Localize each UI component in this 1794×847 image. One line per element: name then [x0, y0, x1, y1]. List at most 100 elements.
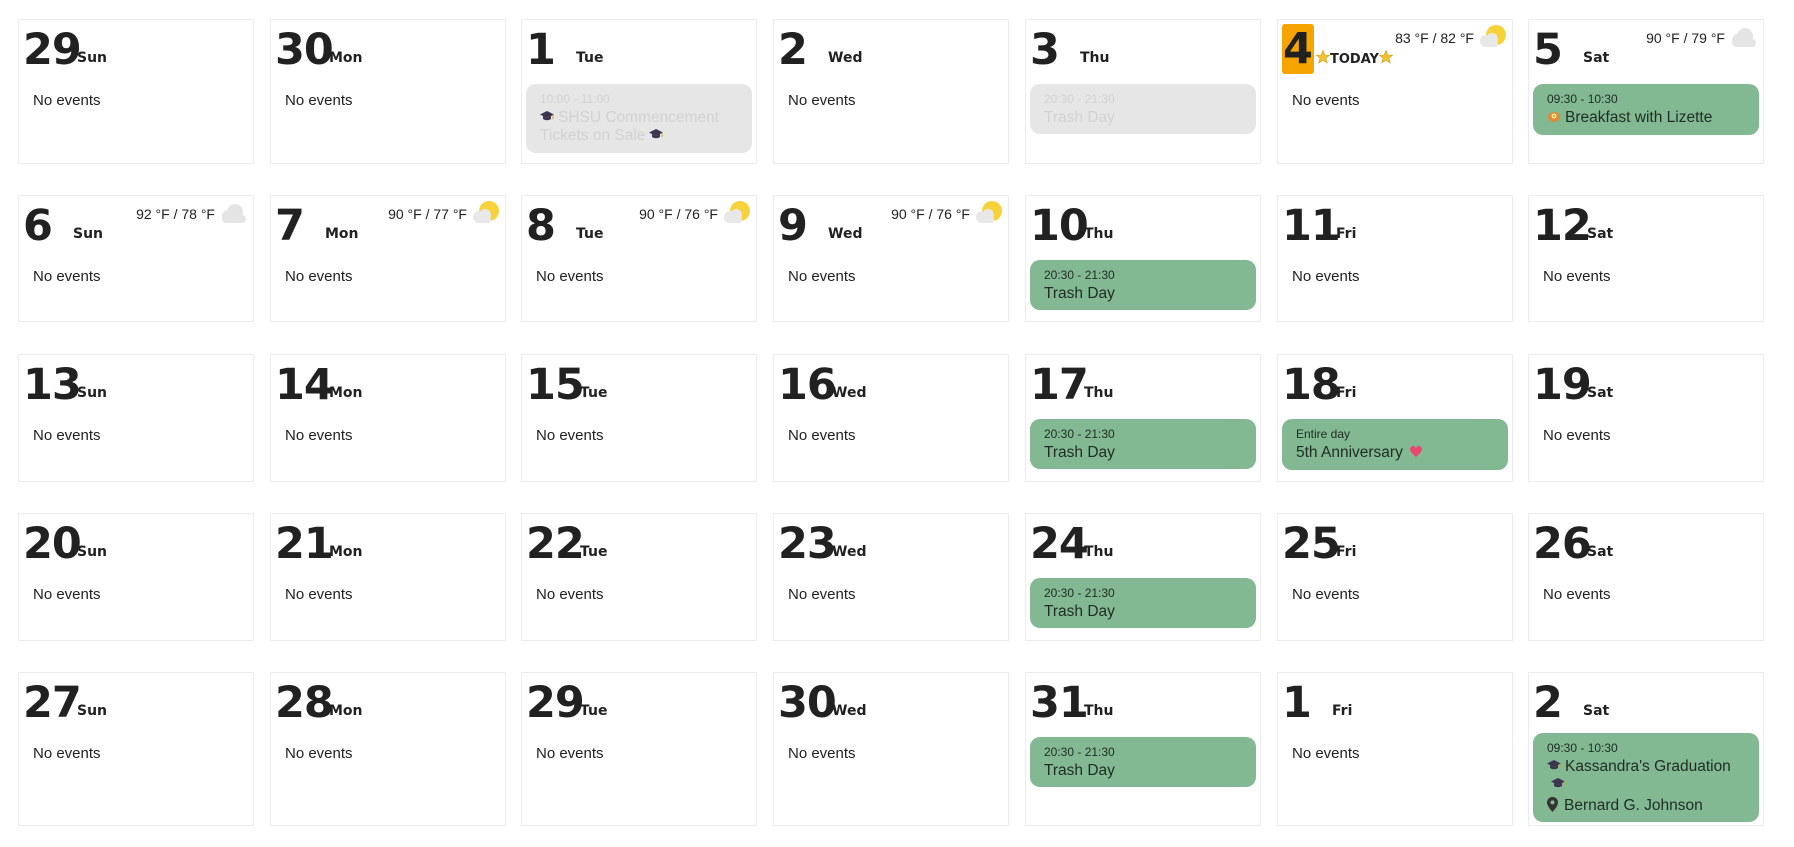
day-number: 25	[1282, 519, 1341, 569]
cloud-icon	[217, 200, 249, 228]
no-events-text: No events	[285, 427, 353, 444]
day-cell[interactable]: 3 Thu 20:30 - 21:30 Trash Day	[1025, 19, 1261, 164]
event-title: Trash Day	[1044, 762, 1242, 779]
no-events-text: No events	[536, 745, 604, 762]
event-title-text: 5th Anniversary	[1296, 444, 1403, 461]
day-cell[interactable]: 5 Sat 90 °F / 79 °F 09:30 - 10:30 Breakfast …	[1528, 19, 1764, 164]
day-cell[interactable]: 6 Sun 92 °F / 78 °F No events	[18, 195, 254, 322]
day-name: Tue	[576, 226, 604, 242]
day-cell[interactable]: 4 TODAY 83 °F / 82 °F No events	[1277, 19, 1513, 164]
day-cell[interactable]: 11 Fri No events	[1277, 195, 1513, 322]
day-cell[interactable]: 30 Mon No events	[270, 19, 506, 164]
event-time: 20:30 - 21:30	[1044, 745, 1115, 759]
day-cell[interactable]: 13 Sun No events	[18, 354, 254, 482]
day-cell[interactable]: 1 Fri No events	[1277, 672, 1513, 826]
day-cell[interactable]: 10 Thu 20:30 - 21:30 Trash Day	[1025, 195, 1261, 322]
event-card[interactable]: 20:30 - 21:30 Trash Day	[1030, 84, 1256, 134]
day-name: Sat	[1583, 50, 1610, 66]
day-cell[interactable]: 9 Wed 90 °F / 76 °F No events	[773, 195, 1009, 322]
day-cell[interactable]: 16 Wed No events	[773, 354, 1009, 482]
day-cell[interactable]: 30 Wed No events	[773, 672, 1009, 826]
day-cell[interactable]: 7 Mon 90 °F / 77 °F No events	[270, 195, 506, 322]
day-cell[interactable]: 12 Sat No events	[1528, 195, 1764, 322]
event-card[interactable]: Entire day 5th Anniversary	[1282, 419, 1508, 470]
day-number: 18	[1282, 360, 1341, 410]
event-title-text: Trash Day	[1044, 109, 1115, 126]
day-name: Mon	[329, 544, 363, 560]
no-events-text: No events	[788, 427, 856, 444]
event-title-text: SHSU Commencement Tickets on Sale	[540, 109, 720, 144]
day-name: Fri	[1336, 544, 1357, 560]
day-number: 9	[778, 201, 808, 251]
event-title: Trash Day	[1044, 285, 1242, 302]
day-cell[interactable]: 25 Fri No events	[1277, 513, 1513, 641]
no-events-text: No events	[788, 586, 856, 603]
day-cell[interactable]: 18 Fri Entire day 5th Anniversary	[1277, 354, 1513, 482]
day-number: 21	[275, 519, 334, 569]
star-icon	[1315, 49, 1331, 68]
day-name: Sat	[1587, 385, 1614, 401]
day-cell[interactable]: 20 Sun No events	[18, 513, 254, 641]
day-number: 16	[778, 360, 837, 410]
today-label: TODAY	[1315, 49, 1394, 68]
day-cell[interactable]: 23 Wed No events	[773, 513, 1009, 641]
no-events-text: No events	[33, 92, 101, 109]
day-cell[interactable]: 29 Tue No events	[521, 672, 757, 826]
day-cell[interactable]: 8 Tue 90 °F / 76 °F No events	[521, 195, 757, 322]
day-cell[interactable]: 28 Mon No events	[270, 672, 506, 826]
day-number: 2	[1533, 678, 1563, 728]
day-name: Sun	[77, 50, 108, 66]
day-cell[interactable]: 2 Sat 09:30 - 10:30 Kassandra's Graduation B…	[1528, 672, 1764, 826]
partly-sunny-icon	[1476, 24, 1508, 52]
day-name: Sun	[77, 385, 108, 401]
event-card[interactable]: 20:30 - 21:30 Trash Day	[1030, 737, 1256, 787]
day-number: 29	[23, 25, 82, 75]
day-number: 8	[526, 201, 556, 251]
no-events-text: No events	[33, 268, 101, 285]
day-name: Fri	[1336, 385, 1357, 401]
day-cell[interactable]: 17 Thu 20:30 - 21:30 Trash Day	[1025, 354, 1261, 482]
day-name: Wed	[828, 226, 863, 242]
day-cell[interactable]: 2 Wed No events	[773, 19, 1009, 164]
day-cell[interactable]: 29 Sun No events	[18, 19, 254, 164]
day-number: 11	[1282, 201, 1341, 251]
weather-temps: 90 °F / 77 °F	[388, 206, 467, 222]
event-time: 20:30 - 21:30	[1044, 586, 1115, 600]
event-title-text: Kassandra's Graduation	[1565, 758, 1731, 775]
day-name: Thu	[1084, 703, 1114, 719]
event-title: 5th Anniversary	[1296, 444, 1494, 462]
day-cell[interactable]: 1 Tue 10:00 - 11:00 SHSU Commencement Ticke…	[521, 19, 757, 164]
day-number: 19	[1533, 360, 1592, 410]
event-title: Trash Day	[1044, 444, 1242, 461]
no-events-text: No events	[536, 427, 604, 444]
day-cell[interactable]: 22 Tue No events	[521, 513, 757, 641]
event-card[interactable]: 20:30 - 21:30 Trash Day	[1030, 260, 1256, 310]
day-cell[interactable]: 19 Sat No events	[1528, 354, 1764, 482]
no-events-text: No events	[285, 268, 353, 285]
no-events-text: No events	[788, 268, 856, 285]
day-cell[interactable]: 21 Mon No events	[270, 513, 506, 641]
day-name: Sat	[1587, 544, 1614, 560]
day-name: Tue	[580, 703, 608, 719]
event-card[interactable]: 09:30 - 10:30 Kassandra's Graduation Berna…	[1533, 733, 1759, 822]
event-card[interactable]: 20:30 - 21:30 Trash Day	[1030, 419, 1256, 469]
day-number: 2	[778, 25, 808, 75]
day-cell[interactable]: 15 Tue No events	[521, 354, 757, 482]
day-cell[interactable]: 31 Thu 20:30 - 21:30 Trash Day	[1025, 672, 1261, 826]
no-events-text: No events	[1292, 745, 1360, 762]
event-card[interactable]: 09:30 - 10:30 Breakfast with Lizette	[1533, 84, 1759, 135]
day-cell[interactable]: 24 Thu 20:30 - 21:30 Trash Day	[1025, 513, 1261, 641]
day-name: Fri	[1332, 703, 1353, 719]
day-number: 10	[1030, 201, 1089, 251]
event-location: Bernard G. Johnson	[1547, 797, 1745, 814]
day-number: 20	[23, 519, 82, 569]
no-events-text: No events	[1543, 268, 1611, 285]
day-cell[interactable]: 27 Sun No events	[18, 672, 254, 826]
day-cell[interactable]: 14 Mon No events	[270, 354, 506, 482]
event-time: 20:30 - 21:30	[1044, 268, 1115, 282]
event-card[interactable]: 10:00 - 11:00 SHSU Commencement Tickets o…	[526, 84, 752, 153]
event-card[interactable]: 20:30 - 21:30 Trash Day	[1030, 578, 1256, 628]
event-title: Trash Day	[1044, 109, 1242, 126]
day-cell[interactable]: 26 Sat No events	[1528, 513, 1764, 641]
event-time: 20:30 - 21:30	[1044, 427, 1115, 441]
